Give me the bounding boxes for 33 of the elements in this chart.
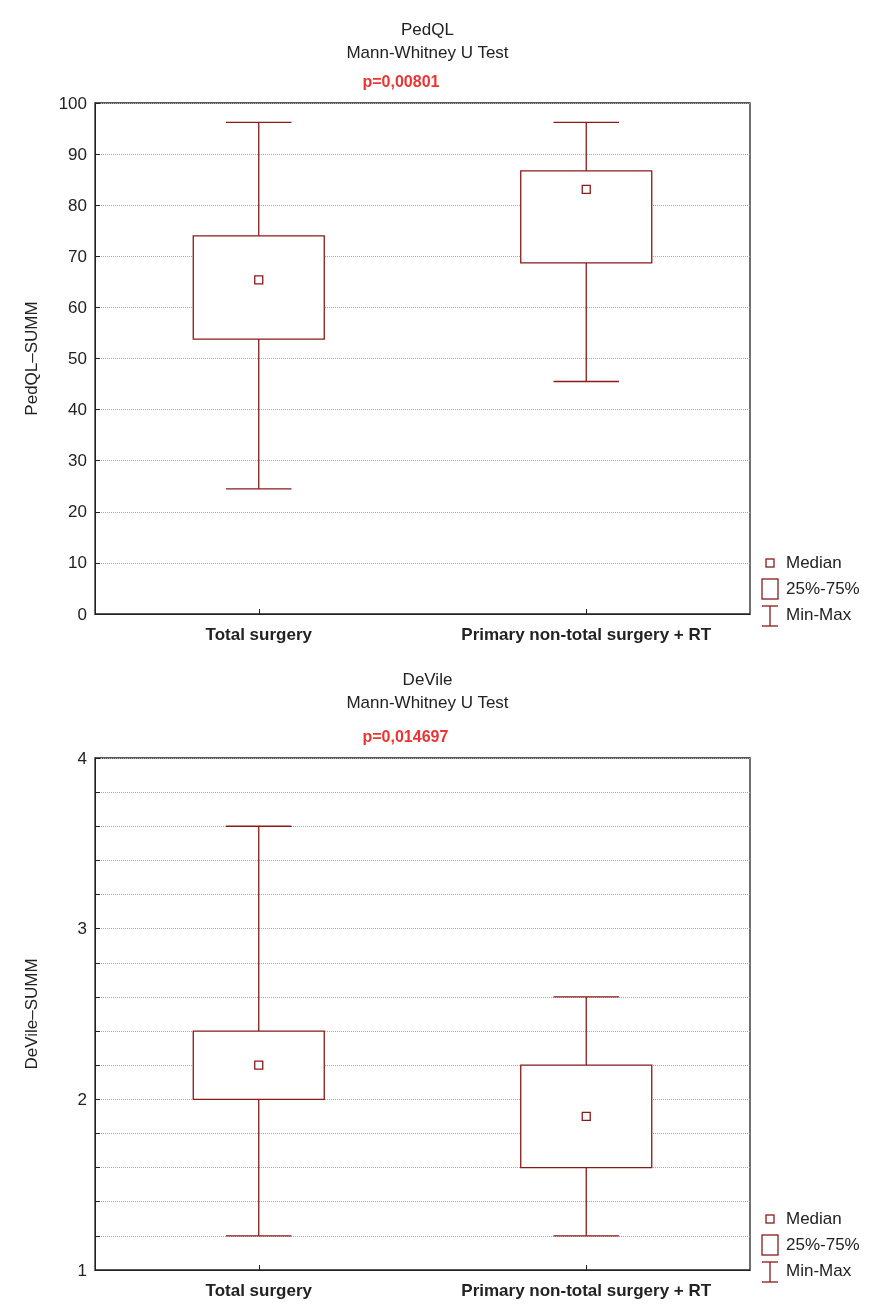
text: 25%-75% [786,579,860,598]
y-tick-label: 80 [68,195,87,215]
chart-title: DeVile [402,670,453,689]
y-tick-label: 40 [68,400,87,420]
y-tick-label: 4 [77,748,87,768]
y-tick-label: 70 [68,246,87,266]
text: Min-Max [786,1261,852,1280]
x-tick-label: Total surgery [205,1281,313,1300]
y-tick-label: 20 [68,502,87,522]
y-tick-label: 100 [58,93,87,113]
y-axis-title: DeVile–SUMM [22,958,41,1070]
x-tick-label: Primary non-total surgery + RT [461,625,712,644]
text: Min-Max [786,605,852,624]
text: Median [786,1209,842,1228]
x-tick-label: Primary non-total surgery + RT [461,1281,712,1300]
y-tick-label: 0 [77,604,87,624]
y-tick-label: 60 [68,297,87,317]
y-tick-label: 30 [68,451,87,471]
text: p=0,00801 [362,72,440,90]
y-tick-label: 50 [68,349,87,368]
text: p=0,014697 [362,727,449,745]
y-tick-label: 2 [77,1089,87,1109]
chart-title: PedQL [401,20,454,39]
chart-subtitle: Mann-Whitney U Test [346,43,509,62]
y-tick-label: 10 [68,553,87,573]
y-tick-label: 90 [68,144,87,164]
chart-subtitle: Mann-Whitney U Test [346,693,509,712]
text: 25%-75% [786,1235,860,1254]
x-tick-label: Total surgery [205,625,313,644]
y-tick-label: 3 [77,919,87,939]
y-axis-title: PedQL–SUMM [22,301,41,416]
text: Median [786,553,842,572]
y-tick-label: 1 [77,1260,87,1280]
